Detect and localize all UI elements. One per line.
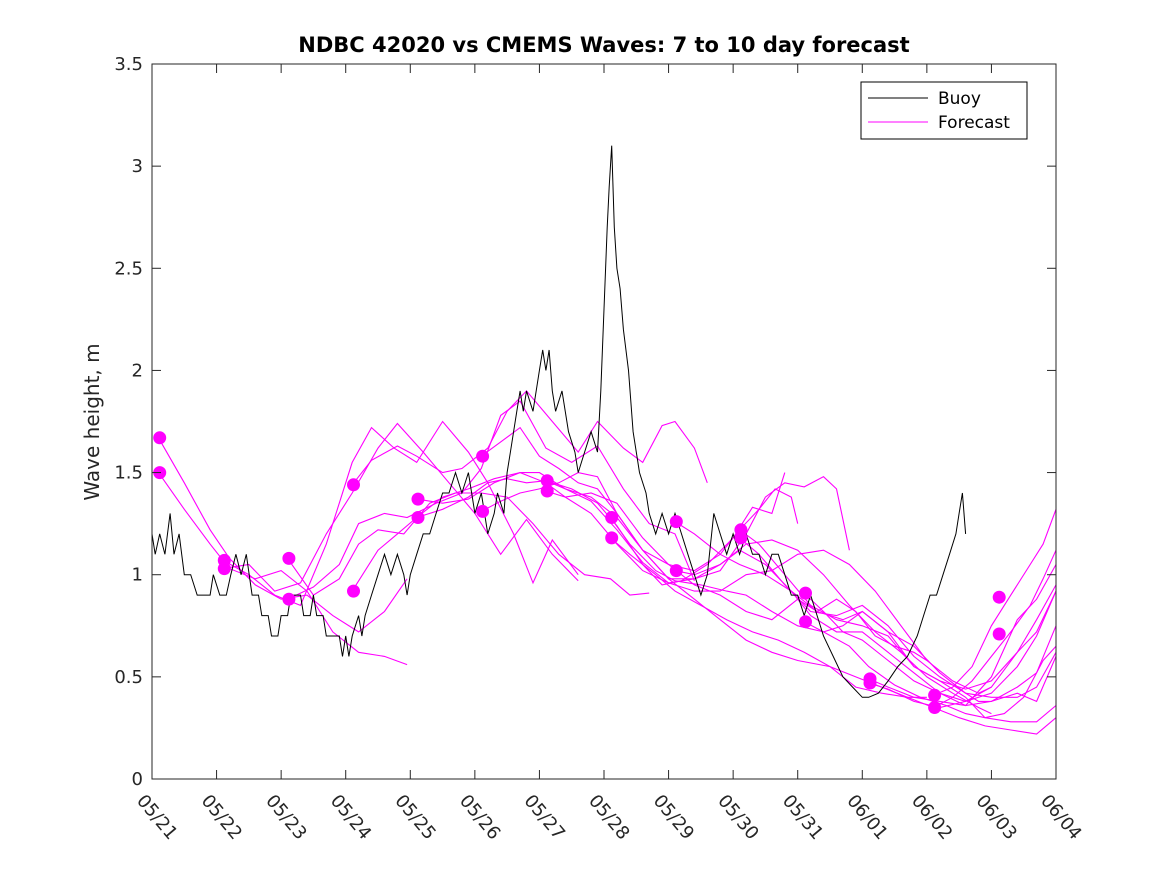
legend: Buoy Forecast xyxy=(860,81,1028,140)
forecast-marker xyxy=(217,562,231,576)
forecast-marker xyxy=(928,688,942,702)
forecast-marker xyxy=(347,584,360,598)
forecast-marker xyxy=(863,676,877,690)
forecast-marker xyxy=(347,478,360,492)
y-tick-label: 2.5 xyxy=(114,258,143,279)
forecast-line-11 xyxy=(480,426,928,661)
y-tick-label: 2 xyxy=(132,360,143,381)
forecast-marker xyxy=(734,531,748,545)
legend-label-buoy: Buoy xyxy=(938,89,981,109)
forecast-line-24 xyxy=(868,590,1057,709)
forecast-line-21 xyxy=(803,590,1057,702)
forecast-line-8 xyxy=(351,472,799,592)
forecast-line-19 xyxy=(739,529,1057,690)
forecast-marker xyxy=(411,492,425,506)
forecast-marker xyxy=(992,627,1006,641)
forecast-marker xyxy=(153,431,167,445)
forecast-marker xyxy=(669,564,683,578)
y-tick-label: 0 xyxy=(132,769,143,790)
forecast-line-15 xyxy=(610,517,1057,723)
forecast-line-26 xyxy=(933,549,1057,708)
forecast-marker xyxy=(799,586,812,600)
forecast-line-18 xyxy=(674,549,1057,707)
legend-label-forecast: Forecast xyxy=(938,113,1010,133)
y-tick-label: 3 xyxy=(132,156,143,177)
forecast-line-16 xyxy=(610,537,1057,735)
chart-title: NDBC 42020 vs CMEMS Waves: 7 to 10 day f… xyxy=(298,33,909,57)
forecast-marker xyxy=(282,592,296,606)
forecast-line-14 xyxy=(545,490,992,715)
y-tick-label: 3.5 xyxy=(114,54,143,75)
forecast-line-4 xyxy=(222,422,579,592)
forecast-marker xyxy=(540,474,554,488)
legend-box xyxy=(860,81,1028,140)
forecast-line-22 xyxy=(803,610,1057,719)
plot-area xyxy=(152,64,1056,779)
forecast-marker xyxy=(605,531,619,545)
forecast-marker xyxy=(799,615,812,629)
y-tick-label: 0.5 xyxy=(114,667,143,688)
series-layer xyxy=(151,145,1057,735)
forecast-marker xyxy=(992,590,1006,604)
forecast-marker xyxy=(540,484,554,498)
buoy-line xyxy=(151,145,967,698)
forecast-marker xyxy=(476,449,490,463)
forecast-marker xyxy=(928,701,942,714)
forecast-marker xyxy=(476,504,490,518)
forecast-line-25 xyxy=(933,509,1057,696)
forecast-line-1 xyxy=(158,437,408,633)
y-tick-label: 1.5 xyxy=(114,463,143,484)
forecast-line-2 xyxy=(158,472,408,666)
forecast-marker xyxy=(669,515,683,529)
y-tick-label: 1 xyxy=(132,565,143,586)
forecast-marker xyxy=(605,511,619,524)
y-axis-label: Wave height, m xyxy=(80,343,104,500)
forecast-marker xyxy=(411,511,425,524)
forecast-line-7 xyxy=(351,390,708,486)
forecast-line-5 xyxy=(287,492,650,596)
forecast-line-20 xyxy=(739,537,1057,702)
forecast-marker xyxy=(282,551,296,565)
